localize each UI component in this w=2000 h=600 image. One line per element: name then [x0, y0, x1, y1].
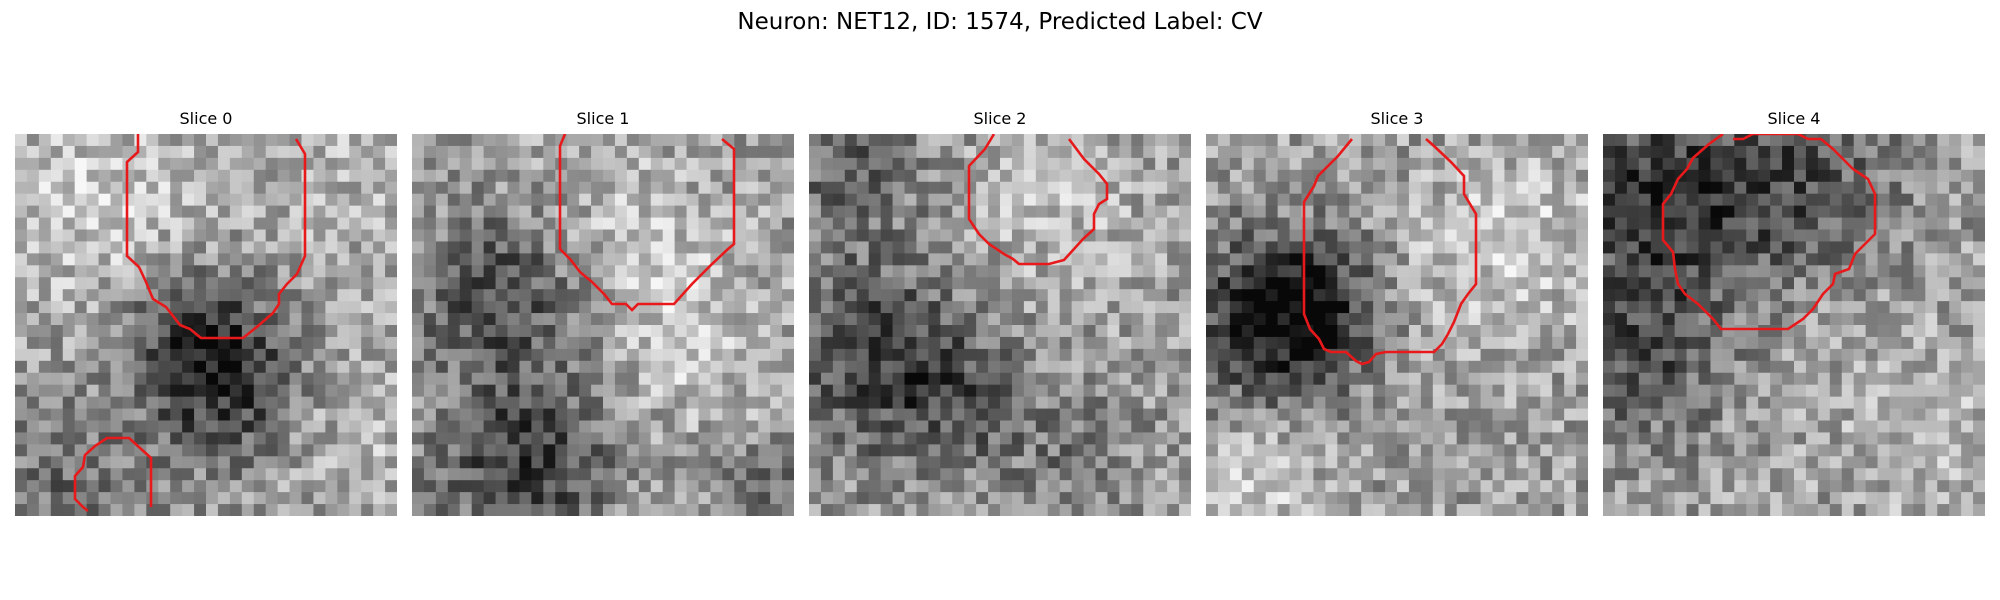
slice-title: Slice 3 [1370, 109, 1424, 128]
segmentation-contour [73, 436, 153, 513]
slice-image [1206, 134, 1588, 516]
slice-title: Slice 4 [1767, 109, 1821, 128]
slice-panel-2: Slice 2 [809, 108, 1191, 520]
slice-panel-1: Slice 1 [412, 108, 794, 520]
slice-image [809, 134, 1191, 516]
segmentation-contour [1661, 134, 1877, 331]
segmentation-contour [1302, 138, 1478, 366]
slice-title: Slice 1 [576, 109, 630, 128]
slice-panel-4: Slice 4 [1603, 108, 1985, 520]
slice-title: Slice 0 [179, 109, 233, 128]
slice-title: Slice 2 [973, 109, 1027, 128]
slice-image [412, 134, 794, 516]
slice-image [15, 134, 397, 516]
segmentation-contour [125, 134, 307, 340]
slice-image [1603, 134, 1985, 516]
figure-title: Neuron: NET12, ID: 1574, Predicted Label… [737, 9, 1263, 35]
slice-panel-3: Slice 3 [1206, 108, 1588, 520]
segmentation-contour [558, 134, 736, 312]
segmentation-contour [967, 134, 1109, 266]
slice-panel-0: Slice 0 [15, 108, 397, 520]
